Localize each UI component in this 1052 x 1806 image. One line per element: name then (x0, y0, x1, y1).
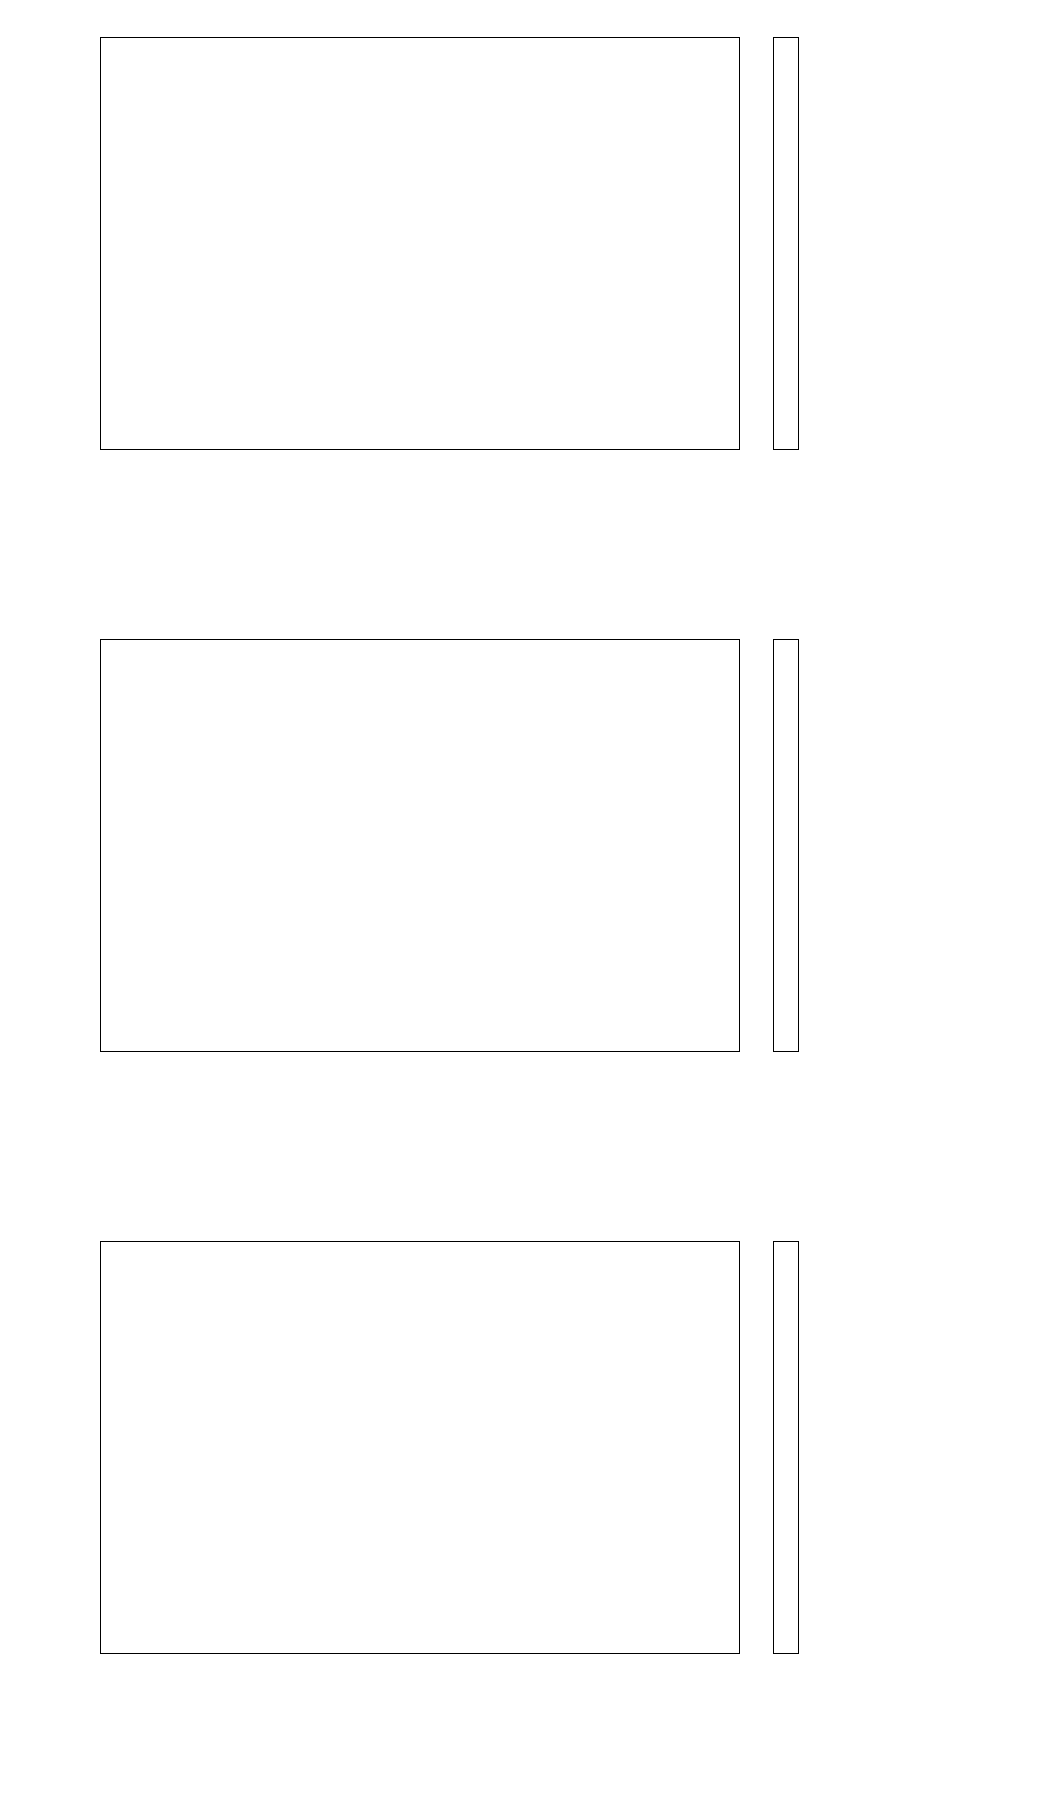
colorbar-gradient (773, 37, 799, 450)
colorbar-gradient (773, 639, 799, 1052)
spectrogram-panel-HHE (0, 0, 1052, 602)
spectrogram-heatmap-HHE (100, 37, 740, 450)
spectrogram-heatmap-HHN (100, 639, 740, 1052)
spectrogram-panel-HHN (0, 602, 1052, 1204)
colorbar-gradient (773, 1241, 799, 1654)
spectrogram-panel-HHZ (0, 1204, 1052, 1806)
spectrogram-heatmap-HHZ (100, 1241, 740, 1654)
